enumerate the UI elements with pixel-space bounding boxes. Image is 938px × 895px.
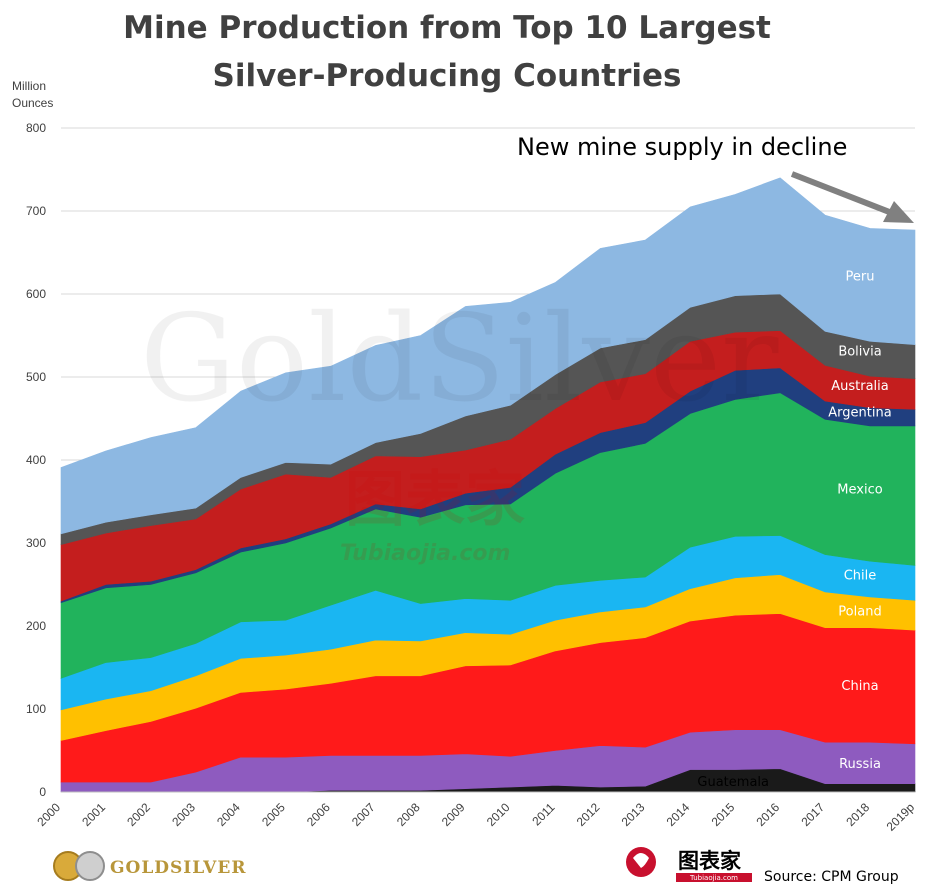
tubiaojia-logo-cn: 图表家 xyxy=(678,849,742,873)
series-label-mexico: Mexico xyxy=(837,482,882,497)
x-tick-2010: 2010 xyxy=(484,800,513,829)
series-label-chile: Chile xyxy=(844,568,877,583)
stacked-areas xyxy=(60,177,916,793)
series-label-argentina: Argentina xyxy=(828,406,891,421)
series-label-peru: Peru xyxy=(846,270,875,285)
goldsilver-logo: GOLDSILVER xyxy=(53,851,246,881)
x-tick-2017: 2017 xyxy=(798,800,827,829)
x-axis-ticks: 2000 2001 2002 2003 2004 2005 2006 2007 2008 2009… xyxy=(34,800,917,834)
x-tick-2013: 2013 xyxy=(619,800,648,829)
y-tick-200: 200 xyxy=(26,619,46,633)
x-tick-2014: 2014 xyxy=(664,800,693,829)
y-tick-600: 600 xyxy=(26,287,46,301)
goldsilver-logo-text: GOLDSILVER xyxy=(110,858,246,878)
watermark-url: Tubiaojia.com xyxy=(340,541,510,566)
y-tick-700: 700 xyxy=(26,204,46,218)
series-label-bolivia: Bolivia xyxy=(838,344,881,359)
tubiaojia-url-bar xyxy=(676,873,752,882)
tubiaojia-face-icon xyxy=(633,853,649,868)
x-tick-2007: 2007 xyxy=(349,800,378,829)
tubiaojia-logo-url: Tubiaojia.com xyxy=(689,874,738,882)
annotation-arrow-head-icon xyxy=(883,201,914,223)
series-label-russia: Russia xyxy=(839,757,881,772)
silver-coin-icon xyxy=(75,851,105,881)
series-label-china: China xyxy=(841,679,878,694)
tubiaojia-logo: 图表家 Tubiaojia.com xyxy=(626,847,752,882)
y-tick-500: 500 xyxy=(26,370,46,384)
annotation-text: New mine supply in decline xyxy=(517,133,847,161)
watermark-goldsilver: GoldSilver xyxy=(140,290,779,429)
x-tick-2002: 2002 xyxy=(124,800,153,829)
y-tick-0: 0 xyxy=(39,785,46,799)
x-tick-2018: 2018 xyxy=(843,800,872,829)
x-tick-2004: 2004 xyxy=(214,800,243,829)
x-tick-2011: 2011 xyxy=(529,800,557,828)
series-label-australia: Australia xyxy=(831,379,889,394)
x-tick-2003: 2003 xyxy=(169,800,198,829)
x-tick-2000: 2000 xyxy=(34,800,63,829)
y-axis-ticks: 0 100 200 300 400 500 600 700 800 xyxy=(26,121,46,799)
x-tick-2008: 2008 xyxy=(394,800,423,829)
y-tick-300: 300 xyxy=(26,536,46,550)
series-label-poland: Poland xyxy=(838,604,881,619)
x-tick-2006: 2006 xyxy=(304,800,333,829)
watermark-cn: 图表家 xyxy=(345,465,525,535)
y-tick-800: 800 xyxy=(26,121,46,135)
annotation-arrow-shaft xyxy=(790,171,894,216)
y-tick-400: 400 xyxy=(26,453,46,467)
x-tick-2019p: 2019p xyxy=(884,800,918,834)
y-axis-label-line-1: Million xyxy=(12,79,46,93)
source-note: Source: CPM Group xyxy=(764,869,899,885)
area-peru xyxy=(60,177,916,535)
x-tick-2015: 2015 xyxy=(709,800,738,829)
x-tick-2001: 2001 xyxy=(79,800,108,829)
x-tick-2012: 2012 xyxy=(574,800,603,829)
x-tick-2009: 2009 xyxy=(439,800,468,829)
chart-title-line-1: Mine Production from Top 10 Largest xyxy=(123,10,771,46)
series-labels: Guatemala Russia China Poland Chile Mexico Arg… xyxy=(697,270,891,790)
y-tick-100: 100 xyxy=(26,702,46,716)
series-label-guatemala: Guatemala xyxy=(697,775,769,790)
y-axis-label-line-2: Ounces xyxy=(12,96,53,110)
x-tick-2016: 2016 xyxy=(753,800,782,829)
x-tick-2005: 2005 xyxy=(259,800,288,829)
chart-title-line-2: Silver-Producing Countries xyxy=(213,58,682,94)
